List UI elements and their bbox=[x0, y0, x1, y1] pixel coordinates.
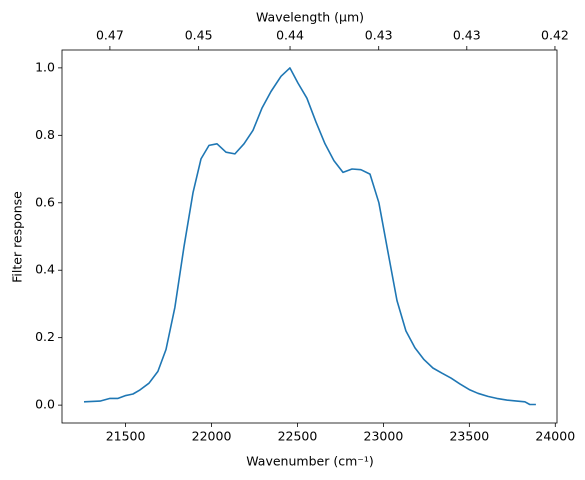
x-tick-label: 23000 bbox=[364, 429, 404, 444]
x2-tick-label: 0.43 bbox=[453, 28, 481, 43]
x-axis-label: Wavenumber (cm⁻¹) bbox=[246, 454, 373, 469]
x2-tick-label: 0.44 bbox=[276, 28, 304, 43]
x-tick-label: 23500 bbox=[449, 429, 489, 444]
y-tick-label: 0.8 bbox=[35, 127, 55, 142]
top-axis-label: Wavelength (μm) bbox=[256, 10, 364, 25]
y-tick-label: 0.0 bbox=[35, 397, 55, 412]
y-tick-label: 0.4 bbox=[35, 262, 55, 277]
x2-tick-label: 0.47 bbox=[96, 28, 124, 43]
x-tick-label: 21500 bbox=[106, 429, 146, 444]
plot-frame bbox=[61, 49, 558, 424]
x2-tick-label: 0.45 bbox=[185, 28, 213, 43]
y-tick-label: 0.2 bbox=[35, 329, 55, 344]
x-tick-label: 22500 bbox=[278, 429, 318, 444]
x-tick-label: 22000 bbox=[192, 429, 232, 444]
x2-tick-label: 0.43 bbox=[365, 28, 393, 43]
y-tick-label: 1.0 bbox=[35, 59, 55, 74]
y-tick-label: 0.6 bbox=[35, 194, 55, 209]
y-axis-label: Filter response bbox=[10, 191, 25, 283]
line bbox=[83, 67, 536, 406]
x-tick-label: 24000 bbox=[535, 429, 575, 444]
x2-tick-label: 0.42 bbox=[541, 28, 569, 43]
